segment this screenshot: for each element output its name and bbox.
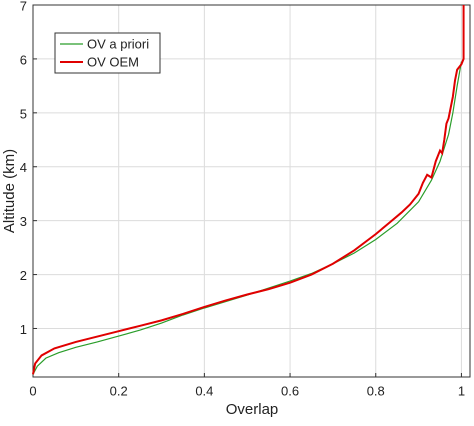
y-axis-label: Altitude (km) [1,149,18,233]
legend-box [54,32,161,74]
y-tick-label: 4 [20,160,27,175]
x-tick-label: 1 [458,383,465,398]
plot-frame [32,4,471,378]
x-tick-label: 0.2 [110,383,128,398]
y-tick-label: 7 [20,0,27,13]
legend-label: OV OEM [87,54,139,69]
x-tick-label: 0 [29,383,36,398]
y-tick-label: 5 [20,106,27,121]
legend-label: OV a priori [87,36,149,51]
legend: OV a priori OV OEM [54,32,161,74]
y-tick-label: 3 [20,214,27,229]
x-tick-label: 0.6 [281,383,299,398]
x-tick-label: 0.8 [367,383,385,398]
x-tick-label: 0.4 [195,383,213,398]
y-tick-label: 1 [20,322,27,337]
y-tick-label: 2 [20,268,27,283]
y-tick-label: 6 [20,52,27,67]
x-axis-label: Overlap [226,401,279,418]
data-line [32,61,463,375]
data-line [32,5,465,375]
